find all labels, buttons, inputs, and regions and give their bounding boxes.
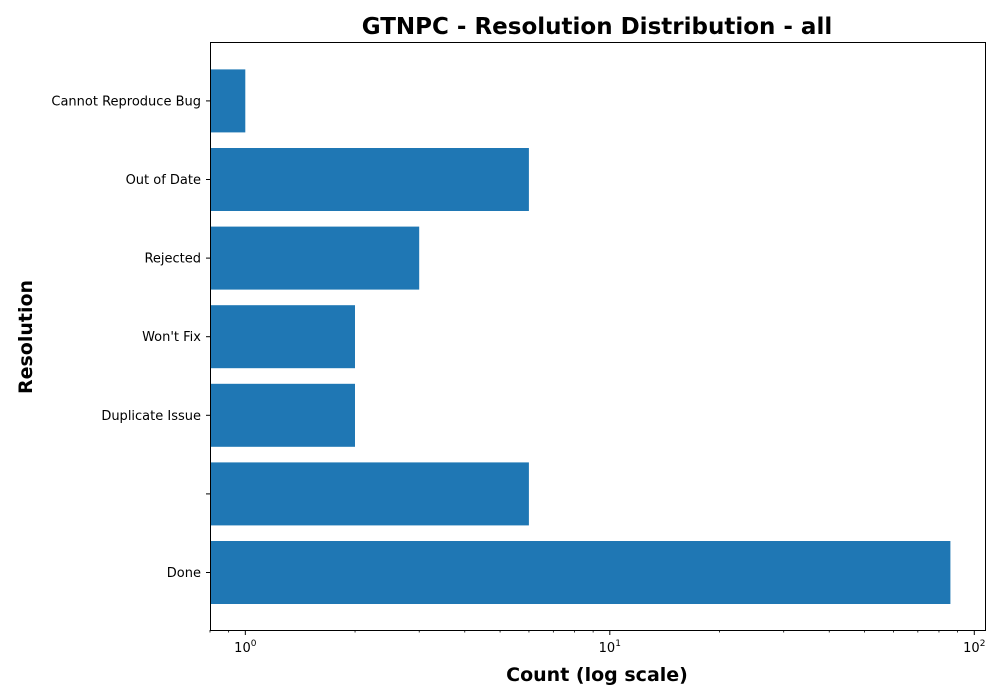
bar xyxy=(210,69,246,133)
bar xyxy=(210,383,355,447)
x-tick-label: 100 xyxy=(234,639,257,656)
bars-group xyxy=(210,69,951,604)
y-tick-label: Cannot Reproduce Bug xyxy=(51,94,201,109)
chart-title: GTNPC - Resolution Distribution - all xyxy=(362,14,832,40)
bar xyxy=(210,148,529,211)
bar xyxy=(210,305,355,369)
bar xyxy=(210,541,951,604)
x-axis-label: Count (log scale) xyxy=(506,664,688,686)
bar xyxy=(210,462,529,526)
x-tick-label: 102 xyxy=(963,639,985,656)
y-tick-label: Done xyxy=(167,566,201,581)
y-axis-label: Resolution xyxy=(15,280,37,394)
y-tick-label: Duplicate Issue xyxy=(101,409,201,424)
plot-frame xyxy=(210,42,986,631)
y-tick-label: Rejected xyxy=(144,252,201,267)
x-tick-label: 101 xyxy=(599,639,621,656)
bar xyxy=(210,226,420,290)
x-ticks-group: 100 101 102 xyxy=(209,630,985,656)
y-tick-label: Out of Date xyxy=(126,173,201,188)
y-ticks-group: Done Duplicate Issue Won't Fix Rejected Out … xyxy=(51,94,210,581)
y-tick-label: Won't Fix xyxy=(142,330,201,345)
